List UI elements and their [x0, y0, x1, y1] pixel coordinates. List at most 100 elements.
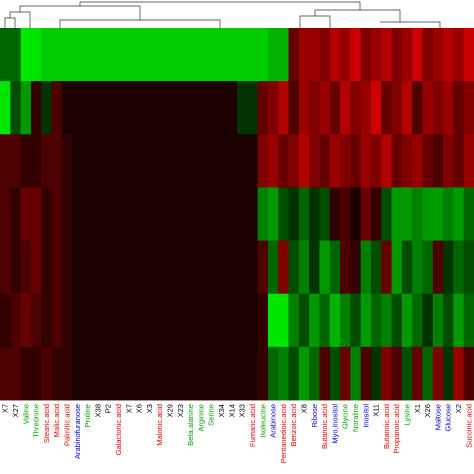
- heatmap-cell: [195, 81, 207, 135]
- heatmap-cell: [298, 81, 310, 135]
- heatmap-cell: [216, 346, 228, 401]
- heatmap-cell: [61, 134, 73, 188]
- heatmap-cell: [206, 187, 217, 241]
- heatmap-cell: [216, 134, 228, 188]
- heatmap-cell: [133, 293, 145, 348]
- heatmap-cell: [10, 346, 22, 401]
- heatmap-cell: [10, 187, 22, 241]
- heatmap-cell: [185, 293, 197, 348]
- heatmap-cell: [401, 81, 413, 135]
- heatmap-cell: [370, 240, 382, 295]
- heatmap-cell: [82, 240, 94, 295]
- heatmap-cell: [154, 81, 166, 135]
- dendrogram: [4, 1, 441, 28]
- heatmap-cell: [113, 28, 125, 82]
- heatmap-cell: [226, 346, 238, 401]
- heatmap-cell: [340, 28, 351, 82]
- heatmap-cell: [463, 187, 474, 241]
- heatmap-cell: [309, 81, 320, 135]
- heatmap-cell: [51, 28, 63, 82]
- heatmap-cell: [72, 134, 83, 188]
- heatmap-cell: [92, 187, 104, 241]
- heatmap-cell: [329, 293, 341, 348]
- heatmap-cell: [61, 346, 73, 401]
- x-tick-label: Serine: [207, 404, 216, 426]
- heatmap-cell: [247, 346, 259, 401]
- heatmap-cell: [381, 240, 392, 295]
- heatmap-cell: [391, 240, 403, 295]
- heatmap-cell: [298, 28, 310, 82]
- heatmap-cell: [154, 293, 166, 348]
- x-tick-label: Threonine: [32, 404, 41, 438]
- heatmap-cell: [82, 28, 94, 82]
- heatmap-cell: [154, 240, 166, 295]
- heatmap-cell: [61, 81, 73, 135]
- heatmap-cell: [350, 28, 362, 82]
- heatmap-cell: [82, 293, 94, 348]
- heatmap-cell: [20, 134, 32, 188]
- heatmap-cell: [412, 28, 423, 82]
- x-tick-label: Fumaric.acid: [248, 404, 257, 447]
- heatmap-cell: [51, 293, 63, 348]
- x-tick-label: Palmitic.acid: [62, 404, 71, 446]
- heatmap-cell: [288, 28, 300, 82]
- heatmap-cell: [41, 293, 52, 348]
- heatmap-cell: [401, 240, 413, 295]
- heatmap-cell: [329, 240, 341, 295]
- heatmap-cell: [370, 81, 382, 135]
- heatmap-cell: [185, 28, 197, 82]
- heatmap-cell: [350, 134, 362, 188]
- x-tick-label: X2: [454, 404, 463, 413]
- heatmap-cell: [92, 346, 104, 401]
- heatmap-cell: [391, 134, 403, 188]
- heatmap-cell: [61, 240, 73, 295]
- heatmap-cell: [401, 187, 413, 241]
- heatmap-cell: [92, 293, 104, 348]
- x-tick-label: X6: [135, 404, 144, 413]
- heatmap-cell: [51, 134, 63, 188]
- x-tick-label: X8: [299, 404, 308, 413]
- heatmap-cell: [10, 240, 22, 295]
- heatmap-cell: [453, 28, 465, 82]
- heatmap-cell: [195, 293, 207, 348]
- heatmap-cell: [0, 187, 11, 241]
- heatmap-cell: [30, 346, 42, 401]
- heatmap-cell: [92, 134, 104, 188]
- heatmap-cell: [30, 134, 42, 188]
- heatmap-cell: [185, 134, 197, 188]
- heatmap-cell: [164, 240, 176, 295]
- heatmap-cell: [278, 293, 289, 348]
- x-tick-label: Arginine: [196, 404, 205, 432]
- heatmap-cell: [226, 28, 238, 82]
- heatmap-cell: [92, 240, 104, 295]
- heatmap-cell: [370, 187, 382, 241]
- heatmap-cell: [257, 346, 269, 401]
- x-tick-label: Malic.acid: [52, 404, 61, 437]
- heatmap-cell: [443, 134, 454, 188]
- heatmap-cell: [103, 81, 114, 135]
- heatmap-cell: [0, 81, 11, 135]
- heatmap-cell: [432, 187, 444, 241]
- heatmap-cell: [432, 81, 444, 135]
- heatmap-cell: [453, 293, 465, 348]
- heatmap-cell: [185, 240, 197, 295]
- x-tick-label: Butanoic.acid: [382, 404, 391, 449]
- heatmap-cell: [113, 346, 125, 401]
- x-tick-label: Arabinose: [269, 404, 278, 438]
- heatmap-cell: [0, 293, 11, 348]
- heatmap-cell: [226, 293, 238, 348]
- x-tick-label: X11: [372, 404, 381, 417]
- heatmap-cell: [175, 81, 186, 135]
- heatmap-cell: [298, 293, 310, 348]
- heatmap-cell: [278, 134, 289, 188]
- heatmap-cell: [360, 187, 372, 241]
- heatmap-cell: [113, 187, 125, 241]
- heatmap-cell: [288, 293, 300, 348]
- heatmap-cell: [164, 187, 176, 241]
- x-tick-label: X33: [238, 404, 247, 417]
- x-tick-label: Butanoic.acid: [320, 404, 329, 449]
- heatmap-cell: [216, 240, 228, 295]
- heatmap-cell: [206, 134, 217, 188]
- heatmap-cell: [319, 134, 331, 188]
- heatmap-cell: [61, 28, 73, 82]
